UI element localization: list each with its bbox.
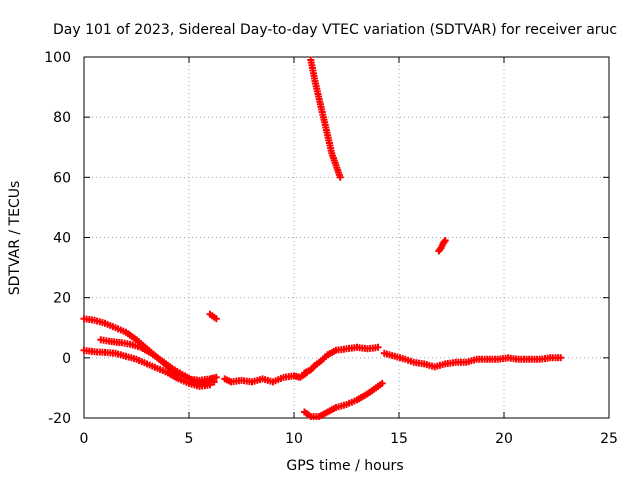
series-blob-6h bbox=[206, 310, 220, 323]
data-point bbox=[336, 173, 344, 181]
x-tick-label: 15 bbox=[390, 431, 408, 447]
y-tick-labels: -20 0 20 40 60 80 100 bbox=[44, 50, 71, 427]
y-tick-label: 60 bbox=[53, 170, 71, 186]
x-tick-label: 5 bbox=[185, 431, 194, 447]
data-point bbox=[374, 343, 382, 351]
x-axis-label: GPS time / hours bbox=[286, 458, 403, 474]
y-tick-label: 40 bbox=[53, 231, 71, 247]
series-track-rising bbox=[301, 343, 382, 377]
series-track-lower-rising bbox=[301, 379, 386, 420]
x-tick-labels: 0 5 10 15 20 25 bbox=[80, 431, 618, 447]
series-blob-17h bbox=[435, 237, 449, 255]
y-tick-label: 80 bbox=[53, 110, 71, 126]
x-tick-label: 0 bbox=[80, 431, 89, 447]
data-point bbox=[557, 354, 565, 362]
series-track-upper-early bbox=[80, 315, 220, 384]
y-axis-label: SDTVAR / TECUs bbox=[7, 181, 23, 296]
series-track-steep-descent bbox=[307, 56, 344, 181]
chart-title: Day 101 of 2023, Sidereal Day-to-day VTE… bbox=[53, 22, 617, 38]
series-track-late bbox=[380, 349, 565, 371]
series-track-mid-day bbox=[221, 369, 311, 386]
data-points bbox=[80, 56, 565, 420]
data-point bbox=[212, 373, 220, 381]
axis-ticks bbox=[83, 56, 610, 419]
x-tick-label: 10 bbox=[285, 431, 303, 447]
series-track-lower-early bbox=[80, 346, 214, 390]
data-point bbox=[378, 379, 386, 387]
data-point bbox=[206, 381, 214, 389]
y-tick-label: 100 bbox=[44, 50, 71, 66]
series-track-middle-early bbox=[97, 336, 218, 387]
x-tick-label: 25 bbox=[600, 431, 618, 447]
data-point bbox=[212, 315, 220, 323]
y-tick-label: -20 bbox=[48, 411, 71, 427]
y-tick-label: 20 bbox=[53, 291, 71, 307]
data-point bbox=[441, 237, 449, 244]
y-tick-label: 0 bbox=[62, 351, 71, 367]
x-tick-label: 20 bbox=[495, 431, 513, 447]
data-point bbox=[210, 378, 218, 386]
